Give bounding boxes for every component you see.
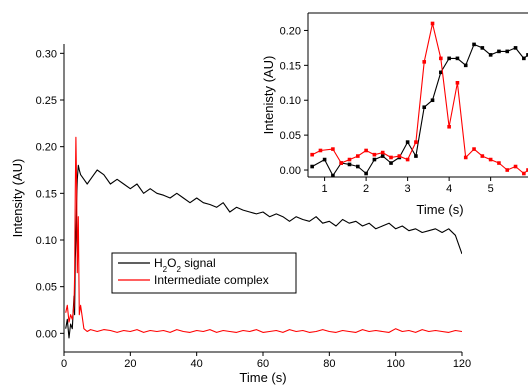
inset-series-0-point (372, 157, 377, 162)
inset-chart: 1 2 3 4 5 0.00 0.05 0.10 0.15 0.20 Time (s) Intenis… (261, 12, 528, 217)
legend-text-part: signal (181, 256, 216, 270)
main-series-0-line (65, 164, 462, 339)
inset-series-0-point (430, 98, 435, 103)
main-y-tick-label: 0.25 (36, 95, 57, 107)
legend-text-part: H (154, 256, 163, 270)
inset-series-1-point (472, 147, 476, 151)
inset-series-1-point (347, 157, 352, 162)
inset-series-1-point (488, 157, 493, 162)
inset-series-1-point (447, 124, 451, 129)
inset-series-0-point (505, 49, 510, 54)
legend-subscript: 2 (163, 265, 168, 274)
inset-series-0-point (405, 140, 410, 144)
main-y-tick-label: 0.05 (36, 282, 57, 294)
inset-series-1-point (372, 152, 377, 157)
inset-series-1-point (480, 154, 485, 158)
inset-series-0-point (447, 56, 451, 61)
inset-series-0-point (439, 70, 443, 75)
inset-y-tick-label: 0.15 (280, 60, 301, 72)
main-x-tick-label: 40 (191, 358, 203, 370)
inset-series-1-point (405, 157, 410, 162)
main-y-tick-label: 0.30 (36, 48, 57, 60)
inset-series-1-point (455, 80, 460, 85)
main-y-axis-title: Intensity (AU) (10, 159, 25, 238)
inset-series-0-point (488, 53, 493, 57)
inset-series-1-point (318, 148, 323, 153)
inset-x-tick-label: 4 (446, 183, 452, 195)
inset-series-0-point (455, 56, 460, 61)
inset-x-tick-label: 5 (488, 183, 494, 195)
main-x-tick-label: 100 (386, 358, 404, 370)
inset-series-0-point (472, 42, 476, 47)
legend-subscript: 2 (176, 265, 181, 274)
inset-y-tick-label: 0.05 (280, 130, 301, 142)
inset-series-1-point (356, 154, 360, 158)
inset-series-0-point (522, 56, 526, 61)
main-y-tick-label: 0.15 (36, 188, 57, 200)
inset-series-0-point (497, 49, 501, 54)
main-x-axis-title: Time (s) (239, 370, 286, 385)
inset-series-1-point (430, 21, 435, 26)
inset-series-1-point (339, 161, 344, 165)
legend-label: H2O2 signal (154, 256, 216, 274)
main-y-tick-label: 0.20 (36, 142, 57, 154)
inset-series-1-point (522, 171, 526, 176)
inset-series-1-point (331, 147, 335, 151)
inset-series-1-point (310, 152, 314, 157)
inset-series-1-point (414, 140, 418, 144)
legend-text-part: O (167, 256, 176, 270)
inset-series-0-point (422, 105, 427, 110)
inset-series-0-point (414, 154, 418, 158)
inset-x-axis-title: Time (s) (416, 202, 463, 217)
inset-series-0-point (513, 46, 518, 50)
main-y-tick-label: 0.10 (36, 235, 57, 247)
inset-y-axis-title: Intenisty (AU) (261, 56, 276, 135)
inset-x-tick-label: 1 (322, 183, 328, 195)
inset-series-0-point (322, 157, 327, 162)
main-y-tick-label: 0.00 (36, 328, 57, 340)
inset-series-0-point (380, 154, 385, 158)
main-x-tick-label: 60 (257, 358, 269, 370)
inset-y-tick-label: 0.10 (280, 95, 301, 107)
inset-series-0-point (347, 162, 352, 167)
inset-series-1-point (380, 150, 385, 155)
inset-background (308, 13, 528, 177)
inset-series-0-point (526, 53, 528, 57)
main-x-tick-label: 20 (124, 358, 136, 370)
inset-series-0-point (463, 63, 468, 68)
inset-series-1-point (397, 154, 402, 158)
inset-series-0-point (331, 173, 335, 177)
inset-y-tick-label: 0.00 (280, 165, 301, 177)
inset-series-1-point (439, 56, 443, 61)
inset-series-0-point (310, 164, 314, 169)
inset-series-0-point (480, 46, 485, 50)
inset-series-1-point (422, 60, 427, 64)
inset-series-1-point (505, 168, 510, 172)
inset-x-tick-label: 3 (405, 183, 411, 195)
main-x-tick-label: 120 (453, 358, 471, 370)
main-x-tick-label: 80 (323, 358, 335, 370)
inset-series-0-point (356, 164, 360, 169)
inset-x-tick-label: 2 (363, 183, 369, 195)
main-series-1-line (65, 136, 462, 333)
legend-label: Intermediate complex (154, 273, 269, 287)
inset-series-1-point (463, 155, 468, 160)
inset-series-1-point (389, 155, 393, 160)
inset-y-tick-label: 0.20 (280, 25, 301, 37)
legend-box (111, 252, 297, 294)
inset-series-0-point (364, 171, 368, 176)
inset-series-1-point (526, 168, 528, 172)
inset-series-1-point (513, 164, 518, 169)
main-chart: 0 20 40 60 80 100 120 0.00 0.05 0.10 0.15 0.20 0.25 0… (10, 44, 471, 385)
inset-series-1-point (497, 161, 501, 165)
inset-series-1-point (364, 148, 368, 153)
inset-series-0-point (389, 161, 393, 165)
main-x-tick-label: 0 (61, 358, 67, 370)
